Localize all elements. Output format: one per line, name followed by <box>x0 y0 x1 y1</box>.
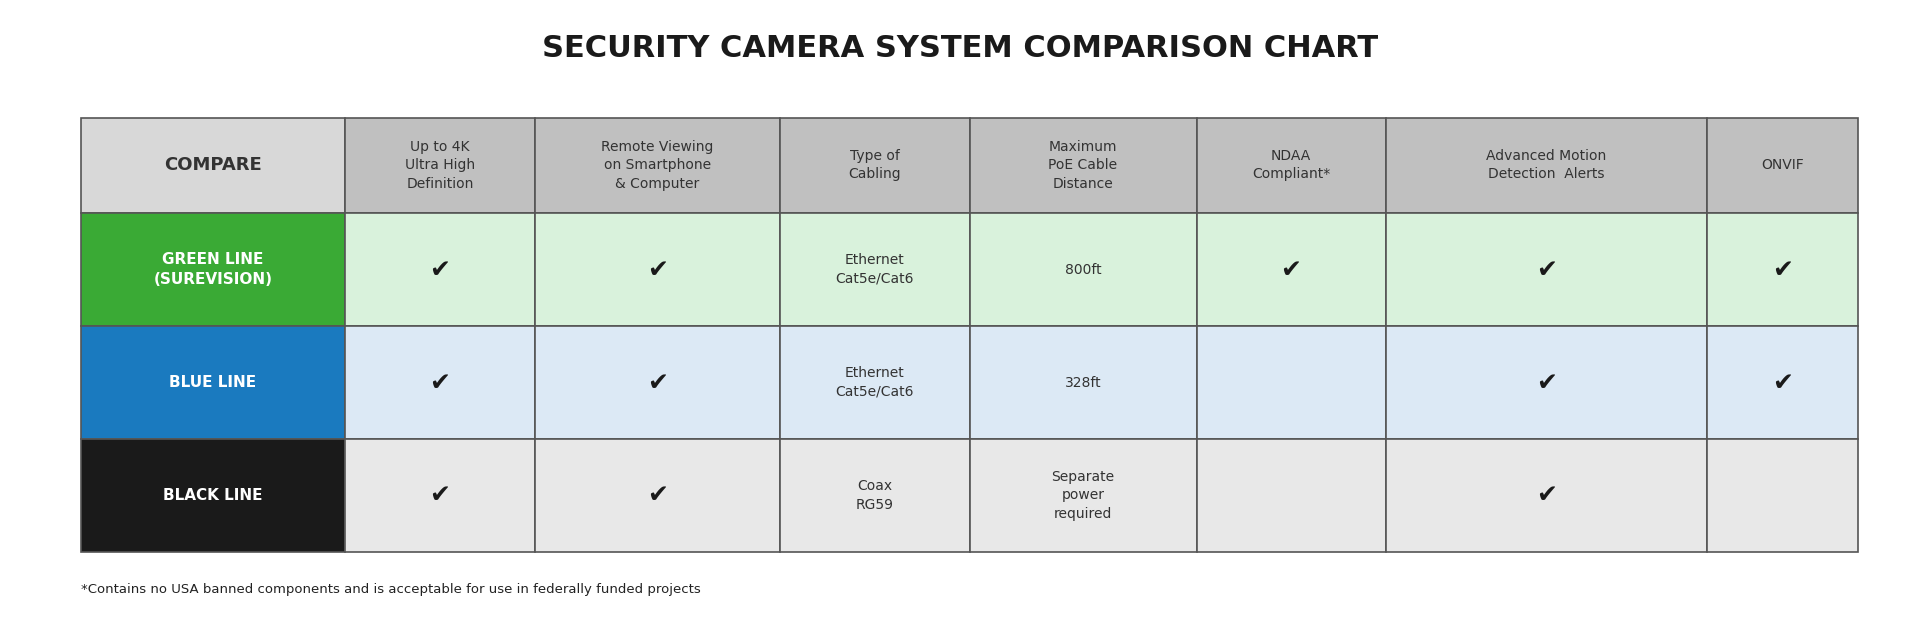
FancyBboxPatch shape <box>534 326 780 439</box>
Text: BLACK LINE: BLACK LINE <box>163 488 263 503</box>
FancyBboxPatch shape <box>970 326 1196 439</box>
FancyBboxPatch shape <box>1196 117 1386 213</box>
Text: Remote Viewing
on Smartphone
& Computer: Remote Viewing on Smartphone & Computer <box>601 140 714 191</box>
FancyBboxPatch shape <box>534 213 780 326</box>
FancyBboxPatch shape <box>534 117 780 213</box>
Text: ✔: ✔ <box>430 258 451 281</box>
FancyBboxPatch shape <box>81 326 346 439</box>
Text: Ethernet
Cat5e/Cat6: Ethernet Cat5e/Cat6 <box>835 366 914 399</box>
Text: *Contains no USA banned components and is acceptable for use in federally funded: *Contains no USA banned components and i… <box>81 583 701 597</box>
Text: ✔: ✔ <box>1772 258 1793 281</box>
FancyBboxPatch shape <box>534 439 780 552</box>
Text: COMPARE: COMPARE <box>163 156 261 174</box>
Text: ✔: ✔ <box>1536 258 1557 281</box>
Text: ✔: ✔ <box>647 484 668 507</box>
FancyBboxPatch shape <box>1707 213 1859 326</box>
FancyBboxPatch shape <box>970 117 1196 213</box>
Text: ✔: ✔ <box>647 258 668 281</box>
FancyBboxPatch shape <box>970 213 1196 326</box>
FancyBboxPatch shape <box>1196 326 1386 439</box>
FancyBboxPatch shape <box>346 213 534 326</box>
FancyBboxPatch shape <box>780 117 970 213</box>
Text: ✔: ✔ <box>1772 371 1793 394</box>
Text: NDAA
Compliant*: NDAA Compliant* <box>1252 149 1331 181</box>
Text: ✔: ✔ <box>430 484 451 507</box>
Text: BLUE LINE: BLUE LINE <box>169 375 257 390</box>
Text: Maximum
PoE Cable
Distance: Maximum PoE Cable Distance <box>1048 140 1117 191</box>
Text: Coax
RG59: Coax RG59 <box>856 479 895 512</box>
FancyBboxPatch shape <box>1386 117 1707 213</box>
FancyBboxPatch shape <box>1196 213 1386 326</box>
Text: Type of
Cabling: Type of Cabling <box>849 149 900 181</box>
FancyBboxPatch shape <box>1707 326 1859 439</box>
FancyBboxPatch shape <box>346 439 534 552</box>
FancyBboxPatch shape <box>1386 213 1707 326</box>
FancyBboxPatch shape <box>346 326 534 439</box>
FancyBboxPatch shape <box>970 439 1196 552</box>
FancyBboxPatch shape <box>81 213 346 326</box>
Text: ONVIF: ONVIF <box>1761 158 1805 172</box>
Text: SECURITY CAMERA SYSTEM COMPARISON CHART: SECURITY CAMERA SYSTEM COMPARISON CHART <box>541 34 1379 63</box>
Text: Up to 4K
Ultra High
Definition: Up to 4K Ultra High Definition <box>405 140 474 191</box>
Text: GREEN LINE
(SUREVISION): GREEN LINE (SUREVISION) <box>154 252 273 287</box>
FancyBboxPatch shape <box>1196 439 1386 552</box>
FancyBboxPatch shape <box>346 117 534 213</box>
FancyBboxPatch shape <box>1386 439 1707 552</box>
FancyBboxPatch shape <box>780 439 970 552</box>
Text: 800ft: 800ft <box>1066 263 1102 276</box>
Text: Ethernet
Cat5e/Cat6: Ethernet Cat5e/Cat6 <box>835 253 914 286</box>
FancyBboxPatch shape <box>1707 439 1859 552</box>
FancyBboxPatch shape <box>81 117 346 213</box>
Text: Separate
power
required: Separate power required <box>1052 470 1116 521</box>
Text: ✔: ✔ <box>1536 371 1557 394</box>
Text: 328ft: 328ft <box>1066 376 1102 390</box>
FancyBboxPatch shape <box>81 439 346 552</box>
Text: ✔: ✔ <box>647 371 668 394</box>
FancyBboxPatch shape <box>1386 326 1707 439</box>
Text: ✔: ✔ <box>1281 258 1302 281</box>
Text: ✔: ✔ <box>1536 484 1557 507</box>
FancyBboxPatch shape <box>780 213 970 326</box>
Text: ✔: ✔ <box>430 371 451 394</box>
Text: Advanced Motion
Detection  Alerts: Advanced Motion Detection Alerts <box>1486 149 1607 181</box>
FancyBboxPatch shape <box>1707 117 1859 213</box>
FancyBboxPatch shape <box>780 326 970 439</box>
